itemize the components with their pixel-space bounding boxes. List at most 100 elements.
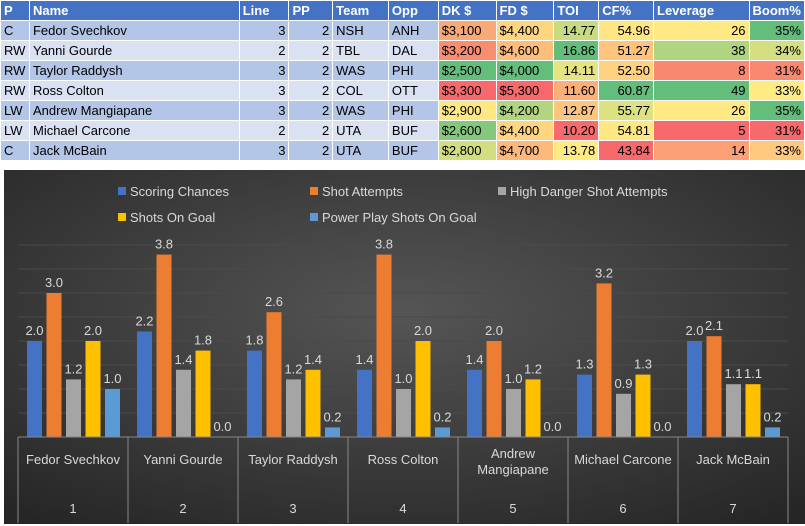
bar-0 bbox=[467, 369, 482, 437]
data-label: 3.2 bbox=[595, 265, 613, 280]
table-cell: $3,200 bbox=[437, 40, 497, 61]
table-cell: 11.60 bbox=[553, 80, 600, 101]
data-label: 2.2 bbox=[135, 313, 153, 328]
data-label: 1.2 bbox=[524, 361, 542, 376]
legend-swatch bbox=[118, 213, 126, 221]
table-cell: $4,700 bbox=[495, 140, 555, 161]
table-cell: 8 bbox=[653, 60, 750, 81]
data-label: 0.2 bbox=[763, 409, 781, 424]
data-label: 1.4 bbox=[465, 352, 483, 367]
table-cell: $4,400 bbox=[495, 20, 555, 41]
column-header: PP bbox=[288, 0, 334, 21]
legend-label: High Danger Shot Attempts bbox=[510, 184, 668, 199]
table-cell: $4,400 bbox=[495, 120, 555, 141]
table-cell: 5 bbox=[653, 120, 750, 141]
table-cell: $2,900 bbox=[437, 100, 497, 121]
table-cell: DAL bbox=[387, 40, 439, 61]
column-header: Boom% bbox=[748, 0, 805, 21]
bar-2 bbox=[506, 389, 521, 437]
legend-swatch bbox=[310, 187, 318, 195]
column-header: FD $ bbox=[495, 0, 555, 21]
table-cell: RW bbox=[0, 80, 30, 101]
table-cell: 35% bbox=[748, 100, 805, 121]
table-cell: 49 bbox=[653, 80, 750, 101]
table-cell: $2,800 bbox=[437, 140, 497, 161]
bar-4 bbox=[765, 427, 780, 437]
bar-3 bbox=[525, 379, 541, 437]
table-cell: PHI bbox=[387, 60, 439, 81]
table-cell: 51.27 bbox=[598, 40, 655, 61]
bar-4 bbox=[325, 427, 340, 437]
data-label: 0.2 bbox=[433, 409, 451, 424]
table-cell: 2 bbox=[288, 100, 334, 121]
bar-0 bbox=[27, 341, 42, 437]
table-row: RW Ross Colton 3 2 COL OTT $3,300 $5,300 11.60 60… bbox=[0, 80, 805, 101]
table-cell: LW bbox=[0, 100, 30, 121]
table-cell: 33% bbox=[748, 140, 805, 161]
data-label: 3.0 bbox=[45, 275, 63, 290]
table-cell: 33% bbox=[748, 80, 805, 101]
category-label: Yanni Gourde bbox=[143, 452, 222, 467]
bar-2 bbox=[286, 379, 301, 437]
table-cell: $2,500 bbox=[437, 60, 497, 81]
bar-3 bbox=[415, 341, 431, 437]
table-cell: 2 bbox=[288, 120, 334, 141]
bar-2 bbox=[726, 384, 741, 437]
table-cell: 54.96 bbox=[598, 20, 655, 41]
player-table: P Name Line PP Team Opp DK $ FD $ TOI CF% Leverage… bbox=[0, 0, 805, 161]
legend-label: Shot Attempts bbox=[322, 184, 403, 199]
table-row: C Jack McBain 3 2 UTA BUF $2,800 $4,700 13.78 43.… bbox=[0, 140, 805, 161]
bar-2 bbox=[176, 369, 191, 437]
table-cell: $3,100 bbox=[437, 20, 497, 41]
table-cell: 12.87 bbox=[553, 100, 600, 121]
table-row: LW Andrew Mangiapane 3 2 WAS PHI $2,900 $4,200 1… bbox=[0, 100, 805, 121]
data-label: 1.0 bbox=[394, 371, 412, 386]
legend-label: Scoring Chances bbox=[130, 184, 229, 199]
table-cell: 3 bbox=[238, 60, 290, 81]
data-label: 0.0 bbox=[543, 419, 561, 434]
data-label: 2.6 bbox=[265, 294, 283, 309]
table-cell: Andrew Mangiapane bbox=[28, 100, 240, 121]
data-label: 1.3 bbox=[634, 357, 652, 372]
bar-0 bbox=[577, 374, 592, 437]
bar-0 bbox=[687, 341, 702, 437]
legend-swatch bbox=[310, 213, 318, 221]
data-label: 1.1 bbox=[744, 366, 762, 381]
table-cell: 2 bbox=[288, 40, 334, 61]
legend-swatch bbox=[118, 187, 126, 195]
table-cell: 35% bbox=[748, 20, 805, 41]
table-cell: Michael Carcone bbox=[28, 120, 240, 141]
category-label: Michael Carcone bbox=[574, 452, 672, 467]
table-cell: LW bbox=[0, 120, 30, 141]
table-row: RW Taylor Raddysh 3 2 WAS PHI $2,500 $4,000 14.1… bbox=[0, 60, 805, 81]
table-cell: OTT bbox=[387, 80, 439, 101]
column-header: Line bbox=[238, 0, 290, 21]
table-cell: 3 bbox=[238, 140, 290, 161]
bar-1 bbox=[486, 341, 502, 437]
bar-3 bbox=[745, 384, 761, 437]
table-cell: 16.86 bbox=[553, 40, 600, 61]
table-cell: 14.11 bbox=[553, 60, 600, 81]
data-label: 2.0 bbox=[25, 323, 43, 338]
table-cell: $2,600 bbox=[437, 120, 497, 141]
table-cell: 52.50 bbox=[598, 60, 655, 81]
data-label: 3.8 bbox=[155, 237, 173, 252]
table-cell: 10.20 bbox=[553, 120, 600, 141]
table-cell: WAS bbox=[332, 100, 389, 121]
bar-1 bbox=[376, 254, 392, 437]
column-header: DK $ bbox=[437, 0, 497, 21]
bar-0 bbox=[247, 350, 262, 437]
data-label: 1.2 bbox=[284, 361, 302, 376]
data-label: 1.0 bbox=[504, 371, 522, 386]
table-cell: 34% bbox=[748, 40, 805, 61]
category-number: 3 bbox=[289, 501, 296, 516]
category-number: 6 bbox=[619, 501, 626, 516]
table-cell: Fedor Svechkov bbox=[28, 20, 240, 41]
data-label: 1.2 bbox=[64, 361, 82, 376]
category-number: 1 bbox=[69, 501, 76, 516]
table-cell: ANH bbox=[387, 20, 439, 41]
data-label: 1.4 bbox=[174, 352, 192, 367]
data-label: 1.8 bbox=[245, 333, 263, 348]
table-cell: 3 bbox=[238, 80, 290, 101]
bar-3 bbox=[85, 341, 101, 437]
